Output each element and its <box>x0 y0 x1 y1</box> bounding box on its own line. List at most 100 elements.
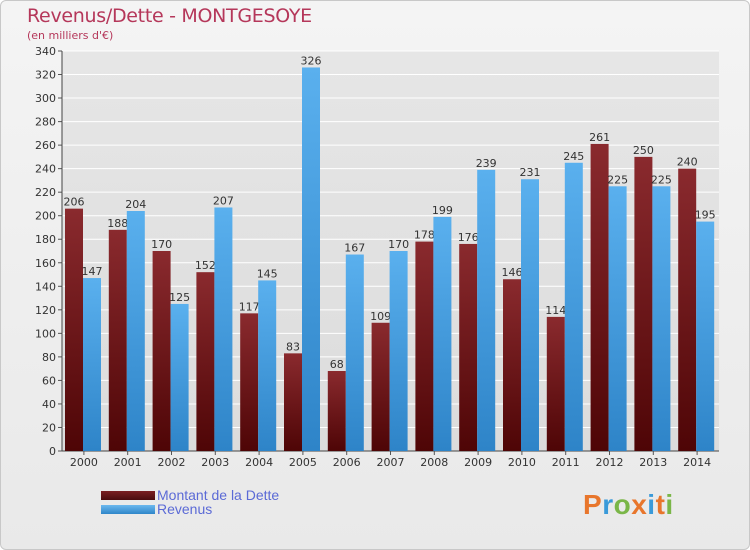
data-label-revenue: 204 <box>125 198 146 211</box>
bar-revenue <box>389 251 408 451</box>
data-label-debt: 240 <box>677 156 698 169</box>
data-label-debt: 261 <box>589 131 610 144</box>
data-label-debt: 206 <box>64 196 85 209</box>
bar-revenue <box>696 221 715 451</box>
data-label-revenue: 125 <box>169 291 190 304</box>
bar-debt <box>678 168 697 451</box>
legend-swatch-revenue <box>101 504 155 514</box>
x-tick-label: 2012 <box>596 456 624 469</box>
data-label-revenue: 199 <box>432 204 453 217</box>
bar-debt <box>634 156 653 451</box>
legend-swatch-debt <box>101 490 155 500</box>
data-label-debt: 178 <box>414 229 435 242</box>
x-tick-label: 2009 <box>464 456 492 469</box>
y-tick-label: 20 <box>42 421 56 434</box>
data-label-revenue: 195 <box>695 209 716 222</box>
data-label-revenue: 167 <box>344 242 365 255</box>
bar-revenue <box>258 280 277 451</box>
legend-label-debt: Montant de la Dette <box>157 487 280 503</box>
y-tick-label: 0 <box>49 445 56 458</box>
y-tick-label: 300 <box>35 92 56 105</box>
data-label-debt: 146 <box>502 266 523 279</box>
legend-item-revenue: Revenus <box>101 501 212 517</box>
y-tick-label: 80 <box>42 351 56 364</box>
logo-letter: x <box>631 489 648 520</box>
bar-revenue <box>302 67 320 452</box>
chart-title: Revenus/Dette - MONTGESOYE <box>27 5 312 27</box>
logo-letter: o <box>613 489 632 520</box>
x-tick-label: 2006 <box>333 456 361 469</box>
x-tick-label: 2000 <box>70 456 98 469</box>
x-tick-label: 2002 <box>158 456 186 469</box>
bar-revenue <box>652 186 671 451</box>
y-tick-label: 200 <box>35 210 56 223</box>
bar-debt <box>590 143 609 452</box>
x-tick-label: 2005 <box>289 456 317 469</box>
data-label-revenue: 225 <box>651 173 672 186</box>
data-label-debt: 114 <box>545 304 566 317</box>
x-tick-label: 2010 <box>508 456 536 469</box>
x-tick-label: 2001 <box>114 456 142 469</box>
chart-subtitle: (en milliers d'€) <box>27 29 114 42</box>
data-label-revenue: 239 <box>476 157 497 170</box>
bar-debt <box>371 322 390 451</box>
y-tick-label: 280 <box>35 116 56 129</box>
data-label-debt: 170 <box>151 238 172 251</box>
data-label-debt: 68 <box>330 358 344 371</box>
legend-label-revenue: Revenus <box>157 501 213 517</box>
data-label-debt: 188 <box>107 217 128 230</box>
y-tick-label: 40 <box>42 398 56 411</box>
y-tick-label: 140 <box>35 280 56 293</box>
data-label-revenue: 170 <box>388 238 409 251</box>
y-tick-label: 60 <box>42 374 56 387</box>
y-tick-label: 260 <box>35 139 56 152</box>
bar-revenue <box>126 211 145 451</box>
data-label-debt: 117 <box>239 300 260 313</box>
data-label-debt: 152 <box>195 259 216 272</box>
x-tick-label: 2008 <box>420 456 448 469</box>
x-tick-label: 2004 <box>245 456 273 469</box>
y-tick-label: 160 <box>35 257 56 270</box>
x-tick-label: 2003 <box>201 456 229 469</box>
logo-letter: P <box>583 489 603 520</box>
bar-revenue <box>521 179 539 451</box>
logo-letter: t <box>655 489 666 520</box>
bar-revenue <box>214 207 233 451</box>
data-label-debt: 83 <box>286 340 300 353</box>
bar-revenue <box>608 186 627 451</box>
data-label-revenue: 145 <box>257 267 278 280</box>
bar-debt <box>240 313 259 451</box>
data-label-debt: 250 <box>633 144 654 157</box>
y-tick-label: 180 <box>35 233 56 246</box>
bar-debt <box>196 272 215 451</box>
bar-debt <box>65 208 83 451</box>
bar-debt <box>415 241 434 451</box>
bar-debt <box>152 251 171 451</box>
data-label-debt: 109 <box>370 310 391 323</box>
y-tick-label: 320 <box>35 69 56 82</box>
bar-debt <box>459 243 478 451</box>
bar-debt <box>108 229 127 451</box>
bar-debt <box>503 279 521 451</box>
y-tick-label: 100 <box>35 327 56 340</box>
x-tick-label: 2007 <box>377 456 405 469</box>
bar-revenue <box>477 169 496 451</box>
data-label-revenue: 245 <box>563 150 584 163</box>
logo-letter: i <box>665 489 674 520</box>
data-label-revenue: 147 <box>82 265 103 278</box>
proxiti-logo: Proxiti <box>583 489 674 521</box>
bar-revenue <box>564 162 583 451</box>
data-label-revenue: 326 <box>301 54 322 67</box>
bar-debt <box>284 353 302 451</box>
legend-item-debt: Montant de la Dette <box>101 487 279 503</box>
data-label-revenue: 207 <box>213 194 234 207</box>
data-label-revenue: 225 <box>607 173 628 186</box>
y-tick-label: 240 <box>35 163 56 176</box>
y-tick-label: 220 <box>35 186 56 199</box>
bar-revenue <box>433 216 452 451</box>
x-tick-label: 2011 <box>552 456 580 469</box>
data-label-debt: 176 <box>458 231 479 244</box>
y-tick-label: 120 <box>35 304 56 317</box>
